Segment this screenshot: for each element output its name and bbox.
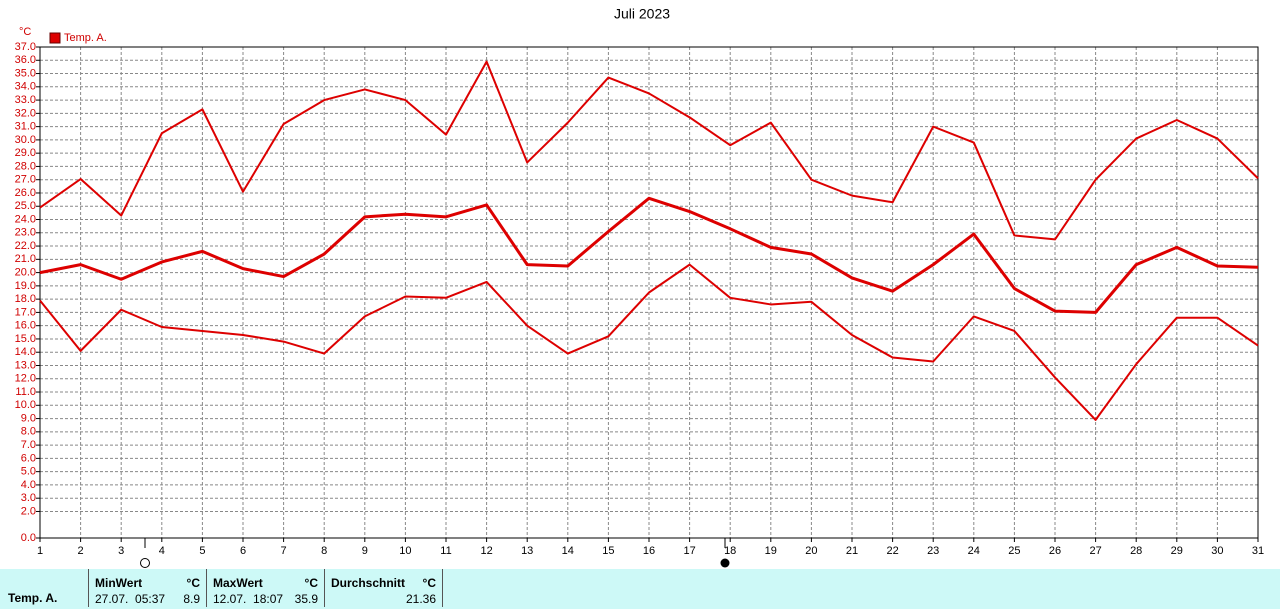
y-tick-label: 33.0	[15, 94, 36, 106]
y-tick-label: 0.0	[21, 532, 36, 544]
x-tick-label: 2	[78, 545, 84, 557]
y-tick-label: 4.0	[21, 479, 36, 491]
y-tick-label: 20.0	[15, 267, 36, 279]
y-tick-label: 29.0	[15, 147, 36, 159]
x-tick-label: 18	[724, 545, 736, 557]
min-cell: MinWert °C 27.07. 05:37 8.9	[88, 569, 207, 607]
x-tick-label: 15	[602, 545, 614, 557]
x-tick-label: 12	[480, 545, 492, 557]
y-tick-label: 27.0	[15, 174, 36, 186]
y-tick-label: 15.0	[15, 333, 36, 345]
unit: °C	[422, 576, 436, 590]
y-tick-label: 34.0	[15, 81, 36, 93]
x-tick-label: 5	[199, 545, 205, 557]
y-unit: °C	[19, 26, 31, 38]
y-tick-label: 26.0	[15, 187, 36, 199]
y-tick-label: 5.0	[21, 466, 36, 478]
y-tick-label: 28.0	[15, 160, 36, 172]
x-tick-label: 30	[1211, 545, 1223, 557]
avg-cell: Durchschnitt °C 21.36	[324, 569, 443, 607]
y-tick-label: 7.0	[21, 439, 36, 451]
x-tick-label: 4	[159, 545, 165, 557]
header: MinWert	[95, 576, 143, 590]
y-tick-label: 22.0	[15, 240, 36, 252]
y-tick-label: 37.0	[15, 41, 36, 53]
x-tick-label: 8	[321, 545, 327, 557]
x-tick-label: 16	[643, 545, 655, 557]
y-tick-label: 16.0	[15, 320, 36, 332]
x-tick-label: 14	[562, 545, 574, 557]
time: 12.07. 18:07	[213, 592, 284, 606]
y-tick-label: 30.0	[15, 134, 36, 146]
x-tick-label: 31	[1252, 545, 1264, 557]
plot-border	[39, 46, 1259, 539]
x-tick-label: 26	[1049, 545, 1061, 557]
summary-panel: Temp. A. MinWert °C 27.07. 05:37 8.9 Max…	[0, 569, 1280, 609]
y-tick-label: 24.0	[15, 213, 36, 225]
value: 35.9	[294, 592, 318, 606]
series-line	[39, 60, 1259, 241]
series-line	[39, 263, 1259, 421]
x-tick-label: 1	[37, 545, 43, 557]
x-tick-label: 19	[765, 545, 777, 557]
y-tick-label: 31.0	[15, 121, 36, 133]
x-tick-label: 6	[240, 545, 246, 557]
value: 21.36	[405, 592, 436, 606]
value: 8.9	[183, 592, 200, 606]
moon-icon	[720, 558, 730, 568]
chart-title: Juli 2023	[614, 6, 670, 22]
y-tick-label: 2.0	[21, 505, 36, 517]
header: MaxWert	[213, 576, 263, 590]
y-tick-label: 18.0	[15, 293, 36, 305]
series-line	[39, 196, 1259, 314]
moon-icon	[140, 558, 150, 568]
header: Durchschnitt	[331, 576, 406, 590]
y-tick-label: 9.0	[21, 412, 36, 424]
x-tick-label: 9	[362, 545, 368, 557]
y-tick-label: 11.0	[15, 386, 36, 398]
x-tick-label: 23	[927, 545, 939, 557]
x-tick-label: 3	[118, 545, 124, 557]
y-tick-label: 25.0	[15, 200, 36, 212]
x-tick-label: 27	[1089, 545, 1101, 557]
x-tick-label: 21	[846, 545, 858, 557]
y-tick-label: 12.0	[15, 373, 36, 385]
y-tick-label: 6.0	[21, 452, 36, 464]
unit: °C	[304, 576, 318, 590]
y-tick-label: 10.0	[15, 399, 36, 411]
legend-label: Temp. A.	[64, 32, 107, 44]
y-tick-label: 36.0	[15, 54, 36, 66]
x-tick-label: 25	[1008, 545, 1020, 557]
chart: Juli 2023 °C Temp. A. 0.0 2.03.04.05.0 6.0…	[15, 6, 1264, 568]
x-tick-label: 28	[1130, 545, 1142, 557]
row-label: Temp. A.	[8, 591, 58, 605]
x-tick-label: 20	[805, 545, 817, 557]
y-tick-label: 14.0	[15, 346, 36, 358]
y-tick-label: 3.0	[21, 492, 36, 504]
y-tick-label: 32.0	[15, 107, 36, 119]
y-tick-label: 23.0	[15, 227, 36, 239]
x-tick-label: 29	[1171, 545, 1183, 557]
x-tick-label: 11	[440, 545, 451, 557]
y-tick-label: 17.0	[15, 306, 36, 318]
y-tick-label: 13.0	[15, 359, 36, 371]
x-tick-label: 13	[521, 545, 533, 557]
x-tick-label: 24	[968, 545, 980, 557]
y-tick-label: 21.0	[15, 253, 36, 265]
unit: °C	[186, 576, 200, 590]
y-tick-label: 19.0	[15, 280, 36, 292]
legend-swatch	[49, 32, 61, 44]
x-tick-label: 10	[399, 545, 411, 557]
x-tick-label: 22	[886, 545, 898, 557]
max-cell: MaxWert °C 12.07. 18:07 35.9	[206, 569, 325, 607]
y-tick-label: 8.0	[21, 426, 36, 438]
x-tick-label: 17	[683, 545, 695, 557]
x-tick-label: 7	[281, 545, 287, 557]
y-tick-label: 35.0	[15, 67, 36, 79]
time: 27.07. 05:37	[95, 592, 166, 606]
